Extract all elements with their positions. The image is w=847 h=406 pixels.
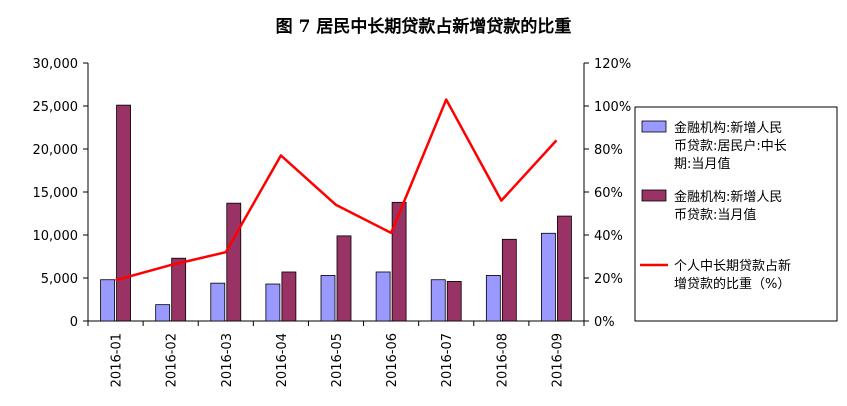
x-tick-label: 2016-08	[495, 333, 510, 387]
bar	[430, 279, 446, 322]
bar	[155, 304, 171, 322]
legend: 金融机构:新增人民币贷款:居民户:中长期:当月值金融机构:新增人民币贷款:当月值…	[634, 106, 838, 322]
legend-label: 增贷款的比重（%）	[674, 276, 790, 292]
x-tick-label: 2016-01	[110, 333, 125, 387]
bar	[391, 201, 407, 322]
legend-label: 币贷款:居民户:中长	[674, 138, 787, 154]
y-left-tick-label: 25,000	[33, 100, 79, 115]
y-left-tick-label: 15,000	[33, 186, 79, 201]
bar	[171, 257, 187, 322]
bar	[485, 275, 501, 322]
series-line	[115, 98, 558, 282]
plot-area: 0 5,000 10,000 15,000 20,000 25,000 30,000 0% 20…	[33, 57, 632, 387]
legend-box	[634, 106, 838, 322]
y-left-tick-label: 20,000	[33, 143, 79, 158]
y-right-tick-label: 0%	[594, 315, 615, 330]
bar	[100, 279, 115, 322]
x-tick-label: 2016-09	[550, 333, 565, 387]
y-left-tick-label: 0	[70, 315, 78, 330]
bar	[281, 271, 297, 322]
legend-swatch	[641, 120, 667, 133]
y-left-tick-label: 5,000	[41, 272, 78, 287]
x-tick-label: 2016-06	[385, 333, 400, 387]
y-right-tick-label: 60%	[594, 186, 623, 201]
legend-label: 个人中长期贷款占新	[674, 258, 791, 274]
y-right-tick-label: 80%	[594, 143, 623, 158]
legend-swatch	[641, 189, 667, 202]
y-left-tick-label: 30,000	[33, 57, 79, 72]
bar	[226, 202, 242, 322]
bar	[541, 232, 556, 322]
y-left-tick-label: 10,000	[33, 229, 79, 244]
y-right-tick-label: 40%	[594, 229, 623, 244]
y-right-tick-label: 120%	[594, 57, 631, 72]
bar	[375, 271, 391, 322]
x-tick-label: 2016-03	[220, 333, 235, 387]
bar	[336, 235, 352, 322]
bar	[265, 283, 281, 322]
legend-label: 币贷款:当月值	[674, 207, 756, 223]
bar	[501, 238, 517, 322]
bar	[446, 281, 462, 322]
y-right-tick-label: 20%	[594, 272, 623, 287]
legend-label: 金融机构:新增人民	[674, 189, 782, 205]
x-tick-label: 2016-07	[440, 333, 455, 387]
x-tick-label: 2016-05	[330, 333, 345, 387]
chart-title: 图 7 居民中长期贷款占新增贷款的比重	[275, 17, 572, 37]
bar	[320, 275, 336, 322]
legend-label: 金融机构:新增人民	[674, 120, 782, 136]
bar	[210, 282, 226, 322]
x-tick-label: 2016-04	[275, 333, 290, 387]
bar	[116, 104, 131, 322]
bar	[557, 215, 572, 322]
x-tick-label: 2016-02	[165, 333, 180, 387]
legend-label: 期:当月值	[674, 156, 730, 172]
y-right-tick-label: 100%	[594, 100, 631, 115]
